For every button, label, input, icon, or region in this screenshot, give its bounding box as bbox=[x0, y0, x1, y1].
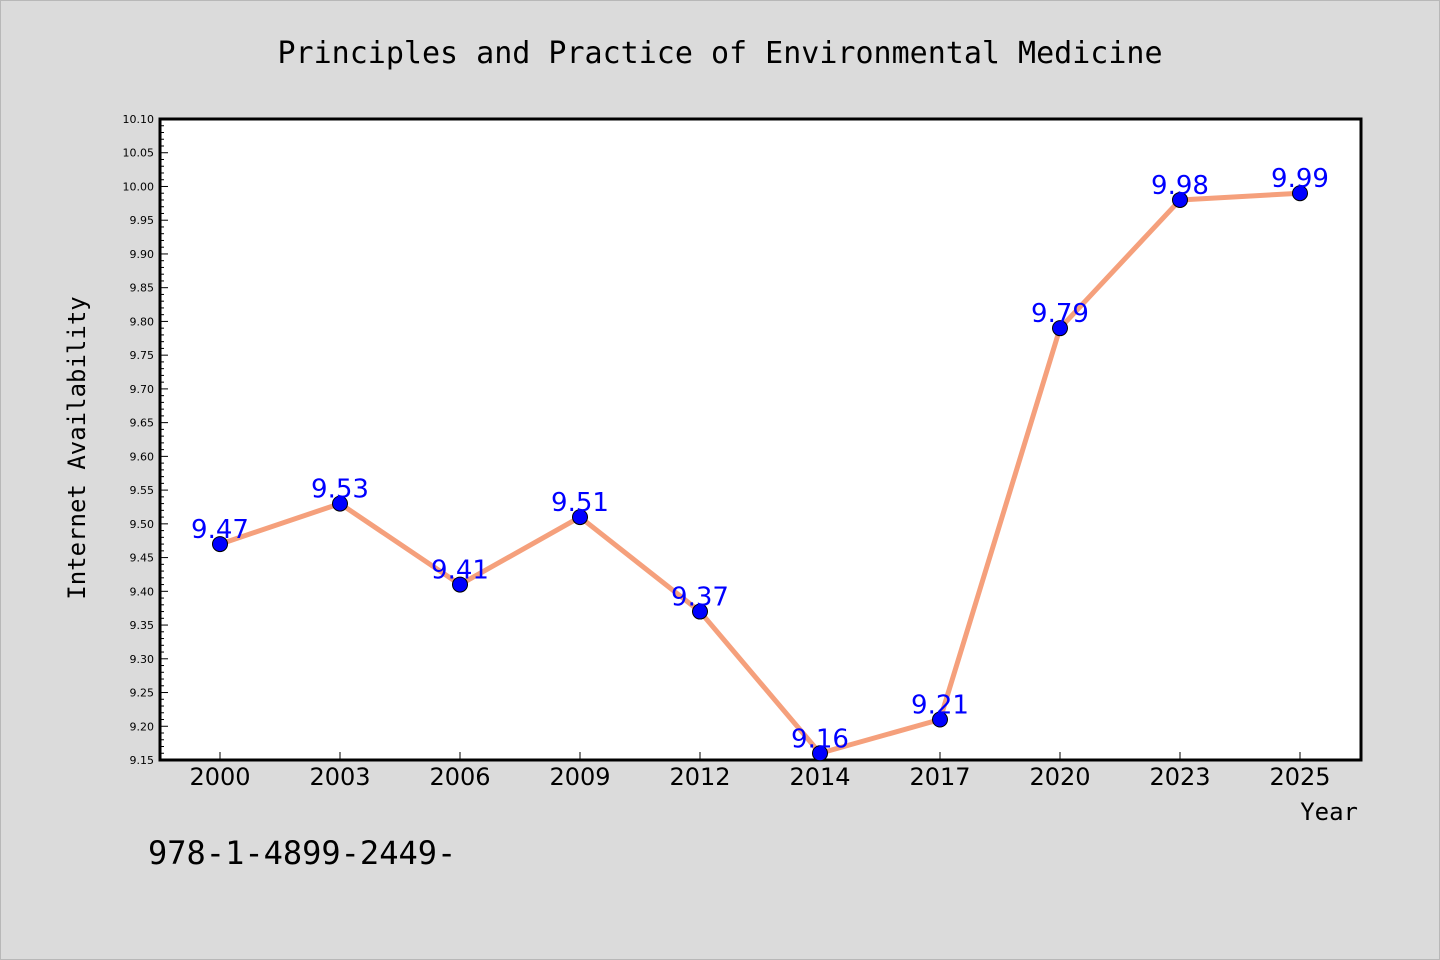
data-label: 9.41 bbox=[431, 556, 489, 586]
markers-group bbox=[212, 185, 1308, 762]
chart-title: Principles and Practice of Environmental… bbox=[277, 36, 1162, 71]
x-axis: 2000 2003 2006 2009 2012 2014 2017 2020 2023 2025 bbox=[189, 752, 1331, 791]
y-tick-label: 9.25 bbox=[130, 687, 155, 700]
y-tick-label: 10.05 bbox=[123, 147, 155, 160]
y-tick-label: 10.10 bbox=[123, 113, 155, 126]
y-tick-label: 9.40 bbox=[130, 585, 155, 598]
x-tick-label: 2009 bbox=[549, 763, 610, 791]
x-tick-label: 2012 bbox=[669, 763, 730, 791]
y-tick-label: 9.90 bbox=[130, 248, 155, 261]
x-tick-label: 2014 bbox=[789, 763, 850, 791]
y-tick-label: 9.20 bbox=[130, 720, 155, 733]
y-tick-label: 9.95 bbox=[130, 214, 155, 227]
y-axis: 9.15 9.20 9.25 9.30 9.35 9.40 9.45 9.50 9.55 9.60… bbox=[123, 113, 168, 767]
x-axis-title: Year bbox=[1300, 798, 1358, 826]
data-point bbox=[1172, 191, 1188, 208]
data-label: 9.37 bbox=[671, 583, 729, 613]
x-tick-label: 2025 bbox=[1269, 763, 1330, 791]
y-tick-label: 9.50 bbox=[130, 518, 155, 531]
data-label: 9.47 bbox=[191, 515, 249, 545]
y-tick-label: 9.70 bbox=[130, 383, 155, 396]
data-point bbox=[212, 536, 228, 553]
series-line bbox=[217, 190, 1303, 756]
data-point bbox=[1052, 320, 1068, 337]
y-tick-label: 9.15 bbox=[130, 754, 155, 767]
y-axis-title: Internet Availability bbox=[63, 296, 91, 599]
data-labels-group: 9.47 9.53 9.41 9.51 9.37 9.16 9.21 9.79 9.98 9.99 bbox=[191, 164, 1329, 754]
series-group bbox=[217, 190, 1303, 756]
data-label: 9.16 bbox=[791, 724, 849, 754]
y-tick-label: 9.45 bbox=[130, 552, 155, 565]
data-label: 9.79 bbox=[1031, 299, 1089, 329]
y-tick-label: 9.80 bbox=[130, 315, 155, 328]
data-label: 9.53 bbox=[311, 475, 369, 505]
data-label: 9.21 bbox=[911, 691, 969, 721]
data-point bbox=[932, 711, 948, 728]
x-tick-label: 2017 bbox=[909, 763, 970, 791]
y-tick-label: 9.75 bbox=[130, 349, 155, 362]
y-tick-label: 9.30 bbox=[130, 653, 155, 666]
data-label: 9.98 bbox=[1151, 171, 1209, 201]
y-tick-label: 9.55 bbox=[130, 484, 155, 497]
data-point bbox=[692, 603, 708, 620]
y-tick-label: 10.00 bbox=[123, 180, 155, 193]
data-point bbox=[812, 745, 828, 762]
y-tick-label: 9.85 bbox=[130, 282, 155, 295]
data-label: 9.51 bbox=[551, 488, 609, 518]
footnote-isbn: 978-1-4899-2449- bbox=[148, 834, 456, 872]
x-tick-label: 2006 bbox=[429, 763, 490, 791]
x-tick-label: 2023 bbox=[1149, 763, 1210, 791]
data-label: 9.99 bbox=[1271, 164, 1329, 194]
data-point bbox=[572, 509, 588, 526]
y-tick-label: 9.65 bbox=[130, 417, 155, 430]
data-point bbox=[452, 576, 468, 593]
data-point bbox=[332, 495, 348, 512]
x-tick-label: 2020 bbox=[1029, 763, 1090, 791]
data-point bbox=[1292, 185, 1308, 202]
x-tick-label: 2000 bbox=[189, 763, 250, 791]
plot-area bbox=[158, 117, 1363, 762]
y-tick-label: 9.60 bbox=[130, 450, 155, 463]
y-tick-label: 9.35 bbox=[130, 619, 155, 632]
x-tick-label: 2003 bbox=[309, 763, 370, 791]
